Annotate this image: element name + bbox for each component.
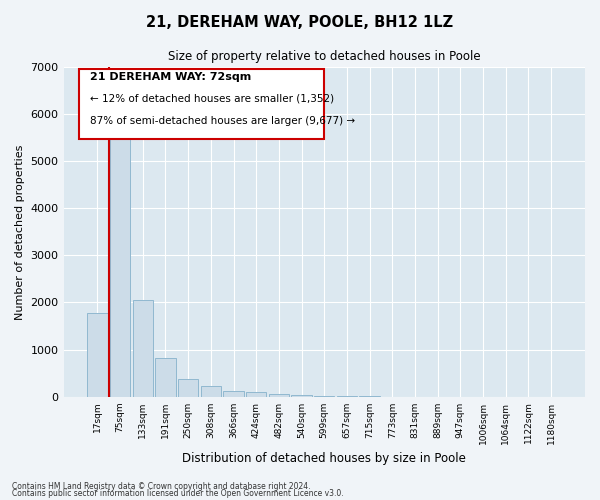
Text: 21, DEREHAM WAY, POOLE, BH12 1LZ: 21, DEREHAM WAY, POOLE, BH12 1LZ bbox=[146, 15, 454, 30]
Text: Contains public sector information licensed under the Open Government Licence v3: Contains public sector information licen… bbox=[12, 489, 344, 498]
Bar bbox=[246, 392, 266, 396]
Bar bbox=[269, 394, 289, 396]
Text: 21 DEREHAM WAY: 72sqm: 21 DEREHAM WAY: 72sqm bbox=[89, 72, 251, 82]
Title: Size of property relative to detached houses in Poole: Size of property relative to detached ho… bbox=[168, 50, 481, 63]
Bar bbox=[87, 313, 107, 396]
Bar bbox=[155, 358, 176, 397]
Text: 87% of semi-detached houses are larger (9,677) →: 87% of semi-detached houses are larger (… bbox=[89, 116, 355, 126]
X-axis label: Distribution of detached houses by size in Poole: Distribution of detached houses by size … bbox=[182, 452, 466, 465]
Y-axis label: Number of detached properties: Number of detached properties bbox=[15, 144, 25, 320]
Text: Contains HM Land Registry data © Crown copyright and database right 2024.: Contains HM Land Registry data © Crown c… bbox=[12, 482, 311, 491]
Bar bbox=[110, 124, 130, 396]
Bar bbox=[223, 392, 244, 396]
FancyBboxPatch shape bbox=[79, 68, 324, 140]
Bar bbox=[133, 300, 153, 396]
Text: ← 12% of detached houses are smaller (1,352): ← 12% of detached houses are smaller (1,… bbox=[89, 94, 334, 104]
Bar bbox=[200, 386, 221, 396]
Bar bbox=[178, 380, 199, 396]
